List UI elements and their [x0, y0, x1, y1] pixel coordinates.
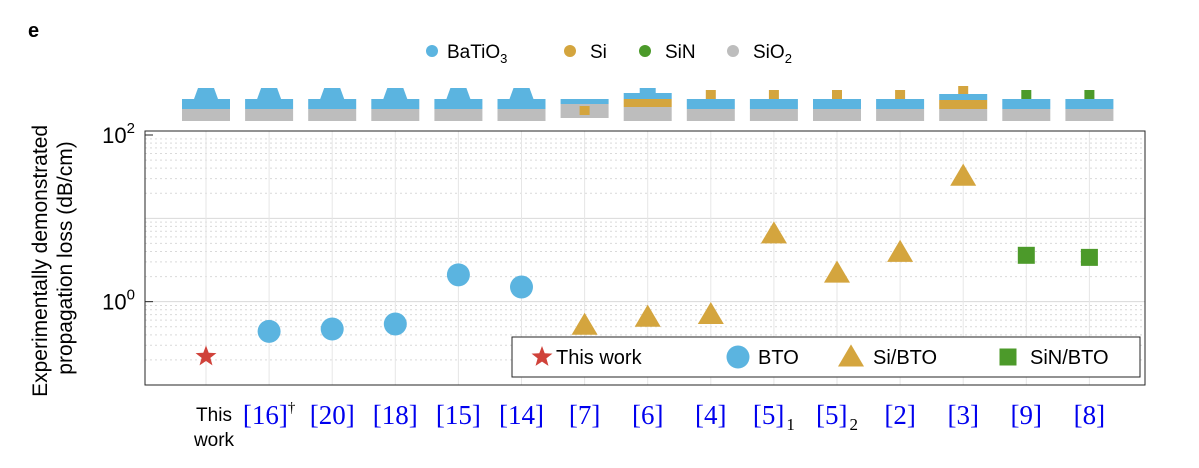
x-tick-label: [9]	[1011, 400, 1042, 430]
y-tick-exponent: 0	[127, 287, 135, 304]
cross-section-rib	[434, 88, 483, 121]
series-legend-box	[511, 336, 1141, 378]
cross-section-sin_strip	[1065, 90, 1114, 121]
panel-label: e	[28, 20, 39, 42]
cross-section-rib	[371, 88, 420, 121]
material-label: Si	[590, 42, 607, 63]
data-point-triangle	[950, 163, 977, 186]
data-point-circle	[383, 312, 407, 336]
data-points	[195, 163, 1098, 366]
x-tick-label: This	[196, 405, 232, 426]
cross-section-si_slab	[623, 88, 672, 121]
series-legend: This work BTO Si/BTO SiN/BTO	[511, 336, 1141, 378]
data-point-triangle	[571, 312, 598, 335]
cross-section-si_slab_strip	[939, 86, 988, 121]
x-tick-label: [8]	[1074, 400, 1105, 430]
material-swatch	[426, 45, 438, 57]
material-label: SiO2	[753, 42, 792, 66]
material-label: SiN	[665, 42, 696, 63]
x-tick-label-line-2: work	[193, 430, 235, 451]
x-tick-label: [3]	[947, 400, 978, 430]
data-point-square	[1080, 248, 1098, 266]
x-tick-label: [4]	[695, 400, 726, 430]
materials-legend: BaTiO3 Si SiN SiO2	[426, 42, 792, 66]
cross-section-row	[182, 86, 1114, 121]
plot-frame	[144, 130, 1146, 386]
legend-marker-triangle	[838, 344, 864, 367]
legend-marker-circle	[726, 345, 750, 369]
legend-label: This work	[556, 347, 643, 369]
x-tick-label: [6]	[632, 400, 663, 430]
legend-label: SiN/BTO	[1030, 347, 1109, 369]
data-point-star	[195, 345, 217, 366]
material-swatch	[564, 45, 576, 57]
y-tick-exponent: 2	[127, 120, 135, 137]
legend-marker-square	[999, 348, 1017, 366]
cross-section-si_embedded	[560, 99, 609, 118]
cross-section-rib	[182, 88, 230, 121]
data-point-circle	[257, 319, 281, 343]
x-tick-label: [15]	[436, 400, 481, 430]
x-tick-label: [18]	[373, 400, 418, 430]
grid-lines	[145, 131, 1145, 385]
data-point-triangle	[887, 239, 914, 262]
cross-section-si_strip	[749, 90, 798, 121]
data-point-circle	[510, 275, 533, 299]
cross-section-si_strip	[686, 90, 735, 121]
x-tick-label: [20]	[310, 400, 355, 430]
cross-section-rib	[308, 88, 357, 121]
cross-section-si_strip	[813, 90, 861, 121]
material-swatch	[727, 45, 739, 57]
x-tick-label: [5] 1	[753, 400, 795, 434]
data-point-circle	[320, 317, 344, 341]
data-point-triangle	[760, 221, 787, 244]
x-tick-label: [14]	[499, 400, 544, 430]
cross-section-rib	[245, 88, 294, 121]
y-tick-base: 10	[102, 123, 126, 148]
y-tick-base: 10	[102, 290, 126, 315]
data-point-square	[1017, 246, 1035, 264]
cross-section-si_strip	[876, 90, 925, 121]
x-tick-label: [7]	[569, 400, 600, 430]
material-swatch	[639, 45, 651, 57]
cross-section-sin_strip	[1002, 90, 1051, 121]
x-tick-label: [2]	[884, 400, 915, 430]
legend-marker-star	[531, 346, 553, 366]
y-axis-label: Experimentally demonstrated propagation …	[29, 119, 77, 397]
x-tick-label: [16]†	[243, 400, 296, 430]
y-axis-label-line-2: propagation loss (dB/cm)	[54, 141, 77, 374]
cross-section-rib	[497, 88, 546, 121]
y-axis-label-line-1: Experimentally demonstrated	[29, 125, 52, 397]
material-label: BaTiO3	[447, 42, 507, 66]
y-tick-label: 100	[102, 287, 135, 315]
legend-label: BTO	[758, 347, 799, 369]
data-point-circle	[446, 263, 470, 287]
x-tick-label: [5] 2	[816, 400, 858, 434]
legend-label: Si/BTO	[873, 347, 937, 369]
data-point-triangle	[697, 301, 724, 325]
data-point-triangle	[634, 304, 661, 327]
data-point-triangle	[824, 260, 850, 283]
y-tick-label: 102	[102, 120, 135, 148]
x-axis-tick-labels: This work [16]† [20] [18] [15] [14] [7] [6] [4] [5…	[193, 400, 1105, 451]
